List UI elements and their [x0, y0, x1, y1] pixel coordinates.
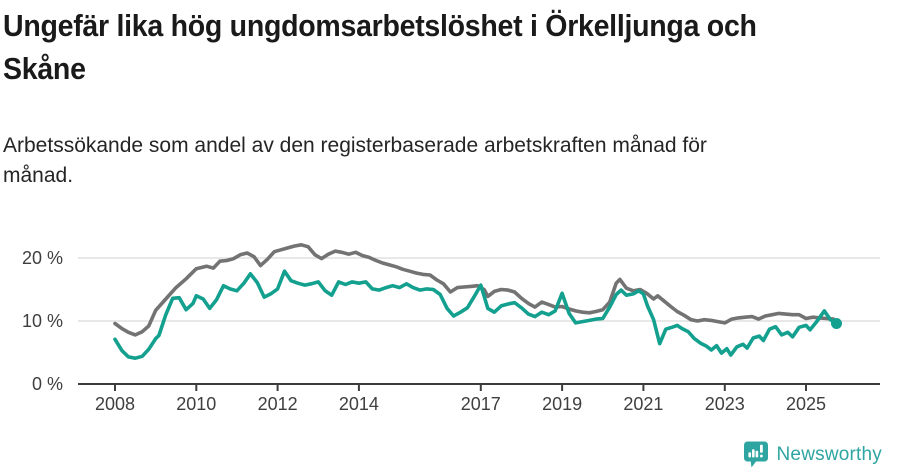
svg-text:20 %: 20 %	[22, 248, 63, 268]
page-title-line2: Skåne	[3, 51, 86, 86]
page-title-line1: Ungefär lika hög ungdomsarbetslöshet i Ö…	[3, 8, 757, 43]
svg-text:2021: 2021	[623, 394, 663, 414]
svg-text:2019: 2019	[542, 394, 582, 414]
page-title: Ungefär lika hög ungdomsarbetslöshet i Ö…	[3, 4, 900, 90]
unemployment-line-chart: 2008 2010 2012 2014 2017 2019 2021 2023 2025 0 % 1…	[22, 242, 880, 414]
chart-render-layer: 2008 2010 2012 2014 2017 2019 2021 2023 2025 0 % 1…	[22, 242, 880, 414]
svg-text:10 %: 10 %	[22, 311, 63, 331]
svg-text:2010: 2010	[176, 394, 216, 414]
svg-text:0 %: 0 %	[32, 374, 63, 394]
svg-text:2014: 2014	[339, 394, 379, 414]
newsworthy-logo: Newsworthy	[743, 440, 882, 469]
newsworthy-logo-icon	[743, 441, 768, 468]
chart-subtitle-line1: Arbetssökande som andel av den registerb…	[3, 134, 707, 157]
chart-subtitle: Arbetssökande som andel av den registerb…	[3, 131, 853, 191]
svg-text:2025: 2025	[786, 394, 826, 414]
chart-subtitle-line2: månad.	[3, 164, 74, 187]
svg-text:2012: 2012	[258, 394, 298, 414]
svg-text:2023: 2023	[705, 394, 745, 414]
svg-text:2017: 2017	[461, 394, 501, 414]
svg-text:2008: 2008	[95, 394, 135, 414]
newsworthy-logo-text: Newsworthy	[776, 443, 882, 465]
